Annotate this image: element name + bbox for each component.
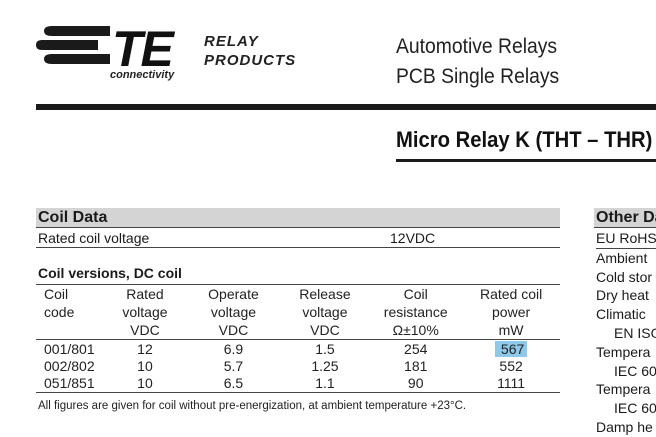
table-cell: 5.7	[223, 358, 244, 374]
column-header: Operate voltage VDC	[208, 286, 259, 338]
table-cell: 1111	[497, 375, 526, 391]
list-item: Climatic	[596, 306, 646, 323]
coil-versions-title: Coil versions, DC coil	[38, 265, 182, 281]
table-cell: 1.25	[311, 358, 339, 374]
column-header: Coil code	[44, 286, 75, 320]
logo-subtitle: connectivity	[110, 69, 175, 81]
table-cell: 10	[137, 358, 153, 374]
table-cell: 002/802	[44, 358, 95, 374]
coil-data-heading: Coil Data	[36, 208, 560, 228]
logo-tagline-line1: RELAY	[204, 33, 259, 50]
table-row: 051/851 10 6.5 1.1 90 1111	[36, 375, 560, 393]
table-cell: 051/851	[44, 375, 95, 391]
column-header: Coil resistance Ω±10%	[383, 286, 448, 338]
table-cell: 254	[404, 341, 428, 357]
header-divider	[36, 104, 656, 110]
logo-tagline: RELAY PRODUCTS	[204, 32, 296, 70]
table-row: 001/801 12 6.9 1.5 254 567	[36, 340, 560, 359]
logo-tagline-line2: PRODUCTS	[204, 52, 297, 69]
table-cell: 6.5	[223, 375, 244, 391]
category-line1: Automotive Relays	[396, 35, 558, 58]
rated-voltage-value: 12VDC	[390, 230, 436, 246]
column-header: Rated voltage VDC	[122, 286, 168, 338]
list-item: Tempera	[596, 381, 651, 398]
title-underline	[396, 159, 656, 162]
table-cell: 1.1	[315, 375, 335, 391]
column-header: Rated coil power mW	[479, 286, 543, 338]
category-line2: PCB Single Relays	[396, 65, 560, 88]
table-footnote: All figures are given for coil without p…	[38, 400, 467, 412]
list-item: EU RoHS	[596, 229, 656, 249]
list-item: Ambient	[596, 249, 648, 266]
list-item: IEC 60	[614, 362, 656, 379]
product-title: Micro Relay K (THT – THR)	[396, 127, 653, 152]
other-data-heading: Other Data	[594, 208, 656, 228]
coil-versions-divider	[36, 284, 560, 285]
table-cell: 90	[407, 375, 424, 391]
rated-voltage-row: Rated coil voltage 12VDC	[36, 229, 560, 248]
rated-voltage-label: Rated coil voltage	[38, 230, 150, 246]
list-item: Dry heat	[596, 287, 649, 304]
table-cell: 1.5	[315, 341, 335, 357]
list-item: Damp he	[596, 418, 653, 435]
table-row: 002/802 10 5.7 1.25 181 552	[36, 358, 560, 375]
table-cell: 552	[499, 358, 523, 374]
logo-stripes-icon	[36, 26, 110, 64]
table-cell: 12	[137, 341, 153, 357]
table-cell: 181	[404, 358, 428, 374]
other-data-list: EU RoHS Ambient Cold stor Dry heat Clima…	[596, 229, 656, 437]
table-cell: 001/801	[44, 341, 95, 357]
list-item: IEC 60	[614, 400, 656, 417]
table-cell: 10	[137, 375, 153, 391]
te-logo: TE connectivity RELAY PRODUCTS	[36, 21, 306, 86]
list-item: Tempera	[596, 343, 651, 360]
coil-versions-table: Coil code Rated voltage VDC Operate voltage V…	[36, 285, 560, 393]
table-cell: 567	[462, 340, 560, 359]
table-cell: 6.9	[223, 341, 244, 357]
logo-letters: TE	[112, 21, 174, 77]
list-item: Cold stor	[596, 268, 653, 285]
category-heading: Automotive Relays PCB Single Relays	[396, 32, 559, 92]
list-item: EN ISO	[614, 324, 656, 341]
highlighted-cell: 567	[494, 341, 528, 357]
table-header-row: Coil code Rated voltage VDC Operate voltage V…	[36, 285, 560, 340]
column-header: Release voltage VDC	[299, 286, 351, 338]
